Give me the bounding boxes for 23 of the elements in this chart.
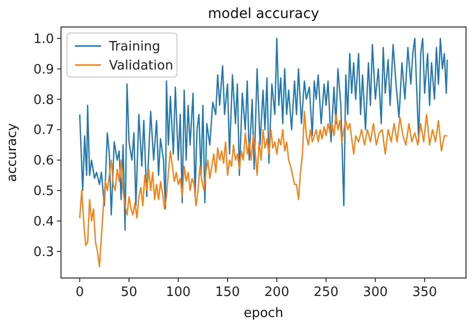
y-axis-title: accuracy <box>5 122 20 182</box>
x-tick-label: 200 <box>264 285 290 300</box>
chart-title: model accuracy <box>208 6 320 22</box>
x-axis-title: epoch <box>244 306 284 321</box>
x-tick-label: 250 <box>314 285 338 300</box>
y-tick-label: 0.6 <box>33 154 54 169</box>
x-tick-label: 50 <box>120 285 138 300</box>
x-tick-label: 350 <box>412 285 438 300</box>
y-tick-label: 0.9 <box>33 62 54 78</box>
line-series <box>79 110 448 268</box>
y-tick-label: 0.3 <box>33 244 54 260</box>
x-tick-label: 150 <box>215 285 240 300</box>
x-tick-label: 100 <box>166 285 191 300</box>
y-tick-label: 0.7 <box>33 123 54 138</box>
line-series <box>79 38 448 231</box>
y-tick-label: 0.4 <box>33 214 54 230</box>
y-tick-label: 1.0 <box>33 32 54 47</box>
y-tick-label: 0.5 <box>33 184 54 200</box>
x-tick-label: 300 <box>362 285 388 300</box>
legend-label: Validation <box>109 58 174 74</box>
legend-label: Training <box>108 40 160 55</box>
x-tick-label: 0 <box>76 285 84 300</box>
y-tick-label: 0.8 <box>33 92 54 108</box>
